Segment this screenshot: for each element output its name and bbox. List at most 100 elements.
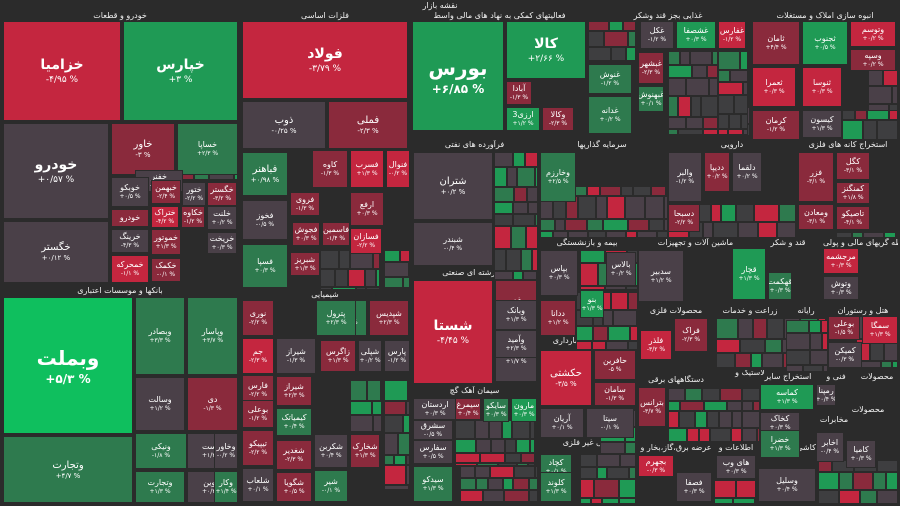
stock-tile[interactable]: خزامیا -۴/۹۵ % (3, 21, 121, 121)
stock-tile[interactable]: کاوه -۱/۳ % (312, 150, 348, 188)
stock-tile[interactable]: بورس +۶/۸۵ % (412, 21, 504, 131)
stock-tile[interactable]: خرینگ -۴/۳ % (111, 229, 149, 253)
stock-tile[interactable]: سفارس +۰/۵ % (413, 440, 453, 464)
stock-tile[interactable]: کگل -۳/۱ % (836, 152, 870, 180)
stock-tile[interactable]: غبهنوش +۰/۱ % (638, 86, 664, 112)
stock-tile[interactable]: غفارس -۱/۲ % (718, 21, 746, 49)
stock-tile[interactable]: وسپه +۰/۲ % (850, 49, 896, 71)
stock-tile[interactable]: وسلیل +۰/۴ % (758, 468, 816, 502)
stock-tile[interactable]: پارس -۱/۲ % (384, 340, 410, 372)
stock-tile[interactable]: زاگرس +۱/۳ % (320, 340, 356, 372)
stock-tile[interactable]: سشرق -۰/۵ % (413, 420, 453, 440)
stock-tile[interactable]: خریخت +۰/۳ % (207, 232, 237, 254)
stock-tile[interactable]: فاسمین -۱/۴ % (322, 222, 350, 246)
stock-tile[interactable]: وکالا -۲/۳ % (542, 107, 574, 131)
stock-tile[interactable]: فصفا +۰/۳ % (676, 472, 712, 502)
stock-tile[interactable]: آریان +۰/۱ % (540, 408, 584, 438)
stock-tile[interactable]: فجوش +۰/۳ % (292, 222, 320, 246)
stock-tile[interactable]: شتران +۰/۲ % (413, 152, 493, 220)
stock-tile[interactable]: نوری -۲/۲ % (242, 300, 274, 336)
stock-tile[interactable]: رمپنا +۰/۴ % (816, 384, 836, 406)
stock-tile[interactable]: کیسون +۱/۳ % (802, 110, 842, 138)
stock-tile[interactable]: وتجارت +۱/۳ % (135, 471, 185, 503)
stock-tile[interactable]: شکربن +۰/۴ % (314, 434, 348, 468)
stock-tile[interactable]: ثنوسا +۰/۳ % (802, 67, 842, 107)
stock-tile[interactable]: شبندر -۰/۴ % (413, 222, 493, 266)
stock-tile[interactable]: فولاد -۳/۷۹ % (242, 21, 408, 99)
stock-tile[interactable]: دلقما +۰/۲ % (732, 152, 762, 192)
stock-tile[interactable]: کرمان -۱/۲ % (752, 110, 800, 140)
stock-tile[interactable]: شستا -۴/۴۵ % (413, 280, 493, 384)
stock-tile[interactable]: بپاس +۰/۳ % (540, 250, 578, 296)
stock-tile[interactable]: شبریز +۱/۳ % (290, 252, 320, 276)
stock-tile[interactable]: وپاسار +۳/۷ % (187, 297, 238, 375)
stock-tile[interactable]: فراک -۲/۳ % (674, 318, 708, 352)
stock-tile[interactable]: وخاور -۰/۲ % (214, 433, 238, 469)
stock-tile[interactable]: سیمرغ +۰/۴ % (455, 398, 481, 420)
stock-tile[interactable]: کماسه +۱/۳ % (760, 384, 814, 410)
stock-tile[interactable]: وتوش +۰/۳ % (823, 276, 859, 300)
stock-tile[interactable]: پترول +۲/۳ % (316, 300, 356, 336)
stock-tile[interactable]: بترانس -۳/۷ % (638, 387, 666, 427)
stock-tile[interactable]: فروی -۱/۳ % (290, 192, 320, 216)
stock-tile[interactable]: فملی -۲/۳ % (328, 101, 408, 149)
stock-tile[interactable]: شیراز -۱/۳ % (276, 338, 316, 374)
stock-tile[interactable]: کلوند +۱/۳ % (540, 472, 572, 502)
stock-tile[interactable]: بالاس +۰/۲ % (606, 252, 636, 286)
stock-tile[interactable]: فلذر -۳/۲ % (640, 330, 672, 360)
stock-tile[interactable]: آبادا -۱/۳ % (506, 81, 532, 105)
stock-tile[interactable]: ختراک -۴/۲ % (151, 206, 179, 228)
stock-tile[interactable]: ونیکی -۱/۸ % (135, 433, 187, 469)
stock-tile[interactable]: کمنگنز +۱/۸ % (836, 182, 870, 204)
stock-tile[interactable]: تیپیکو -۲/۲ % (242, 430, 274, 466)
stock-tile[interactable]: بجهرم -۰/۳ % (638, 455, 674, 477)
stock-tile[interactable]: خموتور +۱/۳ % (151, 229, 181, 255)
stock-tile[interactable]: ثجنوب +۰/۵ % (802, 21, 848, 65)
stock-tile[interactable]: خلنت +۰/۲ % (207, 206, 237, 230)
stock-tile[interactable]: سیدکو +۱/۳ % (413, 466, 453, 502)
stock-tile[interactable]: غبشهر -۲/۳ % (638, 52, 664, 84)
stock-tile[interactable]: وتوسم +۰/۲ % (850, 21, 896, 47)
stock-tile[interactable]: شپدیس +۲/۳ % (369, 300, 409, 336)
stock-tile[interactable]: سدبیر +۱/۲ % (638, 250, 684, 302)
stock-tile[interactable]: فخوز -۰/۵ % (242, 200, 288, 240)
stock-tile[interactable]: اردستان +۰/۳ % (413, 398, 457, 420)
stock-tile[interactable]: بوعلی -۱/۵ % (828, 316, 860, 340)
stock-tile[interactable]: ذوب -۰/۲۵ % (242, 101, 326, 149)
stock-tile[interactable]: کمیکن -۰/۳ % (828, 342, 862, 368)
stock-tile[interactable]: شلعاب +۰/۱ % (242, 468, 274, 502)
stock-tile[interactable]: وبانک +۱/۳ % (495, 300, 537, 330)
stock-tile[interactable]: قچار +۱/۳ % (732, 248, 766, 300)
stock-tile[interactable]: شیراز +۲/۳ % (276, 376, 312, 406)
stock-tile[interactable]: خساپا +۲/۳ % (177, 123, 238, 175)
stock-tile[interactable]: والبر -۱/۲ % (668, 152, 702, 202)
stock-tile[interactable]: وسالت +۱/۲ % (135, 377, 185, 431)
stock-tile[interactable]: غشصفا +۰/۳ % (676, 21, 716, 49)
stock-tile[interactable]: بوعلی -۱/۲ % (242, 400, 274, 428)
stock-tile[interactable]: ثامان +۴/۴ % (752, 21, 800, 65)
stock-tile[interactable]: خپارس +۳ % (123, 21, 238, 121)
stock-tile[interactable]: ختور -۲/۲ % (182, 182, 206, 206)
stock-tile[interactable]: خبهمن -۲/۴ % (151, 180, 181, 204)
stock-tile[interactable]: کامیا +۰/۳ % (846, 440, 876, 468)
stock-tile[interactable]: فسرب +۱/۳ % (350, 150, 384, 188)
stock-tile[interactable]: خگستر +۰/۱۲ % (3, 221, 109, 283)
stock-tile[interactable]: کیمیاتک +۰/۴ % (276, 408, 312, 436)
stock-tile[interactable]: فنوال -۰/۲ % (386, 150, 410, 188)
stock-tile[interactable]: وکار +۱/۴ % (214, 471, 238, 503)
stock-tile[interactable]: وبملت +۵/۳ % (3, 297, 133, 434)
stock-tile[interactable]: جم -۲/۳ % (242, 338, 274, 374)
stock-tile[interactable]: فزر -۳/۱ % (798, 152, 834, 202)
stock-tile[interactable]: خکمک -۰/۱ % (151, 258, 181, 282)
stock-tile[interactable]: خضرا +۱/۳ % (760, 430, 800, 458)
stock-tile[interactable]: ددانا +۱/۲ % (540, 300, 576, 336)
stock-tile[interactable]: حافرین -۵ % (594, 350, 636, 380)
stock-tile[interactable]: شیر -۰/۱ % (314, 470, 348, 502)
stock-tile[interactable]: فسپا +۰/۳ % (242, 244, 288, 288)
stock-tile[interactable]: شگویا +۰/۵ % (276, 472, 312, 502)
stock-tile[interactable]: وخارزم +۲/۵ % (540, 152, 576, 202)
stock-tile[interactable]: های وب +۰/۳ % (716, 455, 756, 479)
stock-tile[interactable]: سامان -۱/۳ % (594, 382, 636, 406)
stock-tile[interactable]: فباهنر +۰/۹۸ % (242, 152, 288, 196)
stock-tile[interactable]: خودرو (111, 209, 149, 227)
